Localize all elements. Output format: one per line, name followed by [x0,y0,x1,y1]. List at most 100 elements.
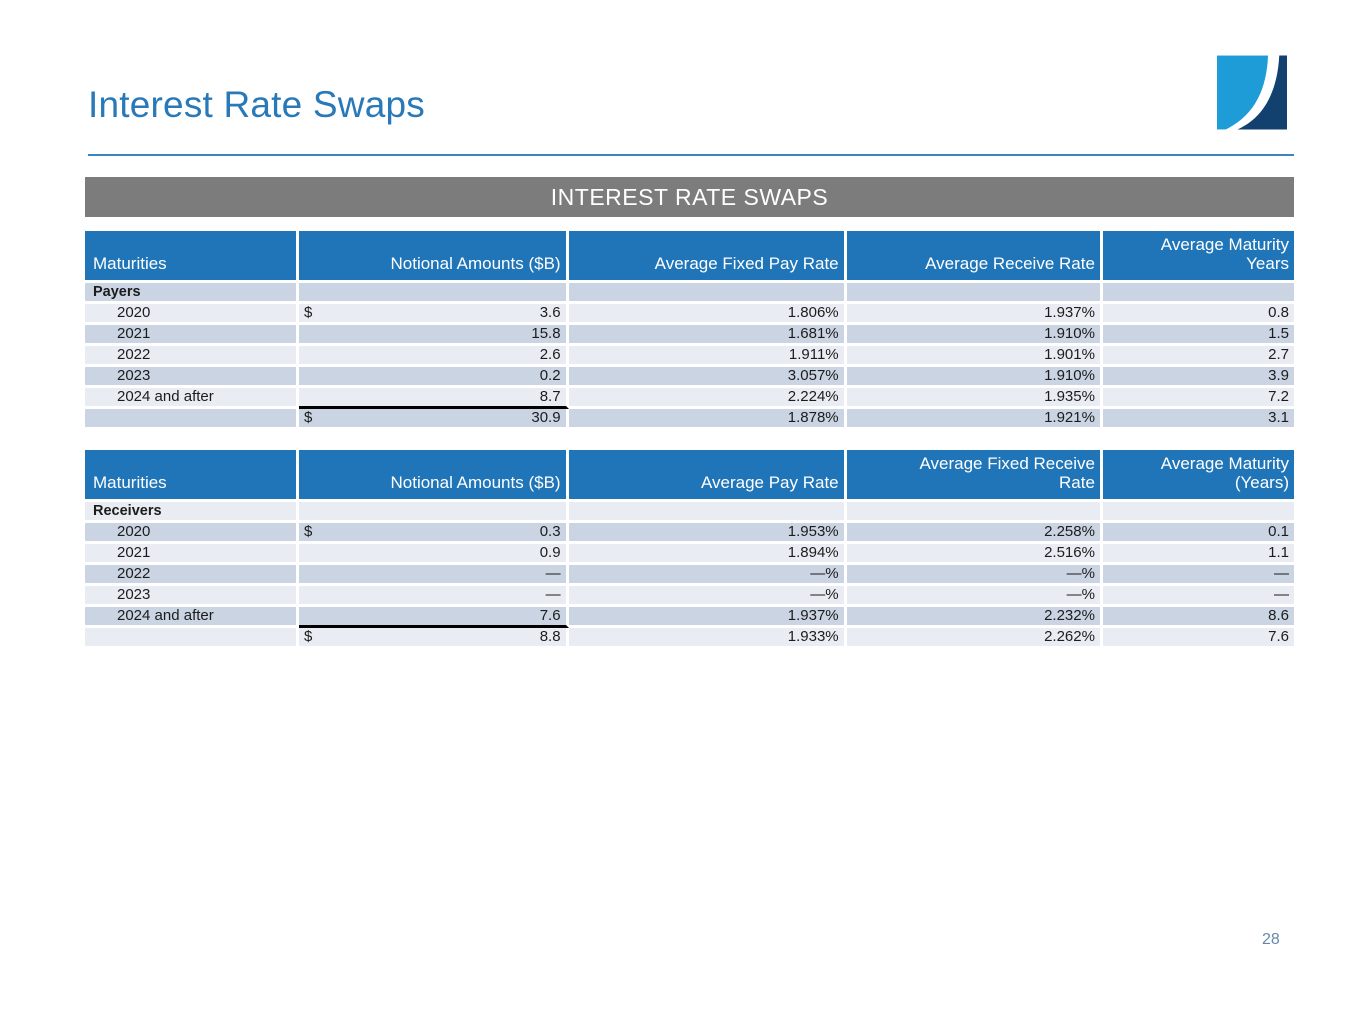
table-row: 2021 15.8 1.681% 1.910% 1.5 [85,324,1294,346]
empty-cell [1102,282,1294,304]
notional-value: 0.9 [539,544,561,562]
notional-value: 15.8 [531,325,561,343]
rate-a-cell: 1.937% [568,606,847,628]
rate-a-cell: 1.681% [568,324,847,346]
notional-amount: $0.3 [304,523,561,540]
notional-value: 7.6 [539,607,561,625]
payers-table: Maturities Notional Amounts ($B) Average… [85,231,1294,430]
avg-maturity-cell: — [1102,585,1294,607]
rate-b-cell: 1.910% [846,324,1103,346]
rate-a-cell: 3.057% [568,366,847,388]
table-row: 2024 and after 8.7 2.224% 1.935% 7.2 [85,387,1294,409]
table-row: 2023— —% —% — [85,585,1294,607]
notional-cell: $3.6 [298,303,569,325]
payers-table-header: Maturities Notional Amounts ($B) Average… [85,231,1294,283]
section-band-title: INTEREST RATE SWAPS [550,183,829,210]
empty-cell [568,282,847,304]
avg-maturity-cell: 0.8 [1102,303,1294,325]
avg-maturity-cell: 7.2 [1102,387,1294,409]
avg-maturity-cell: 3.9 [1102,366,1294,388]
col-header-avg-fixed-receive-rate: Average Fixed Receive Rate [846,450,1103,502]
title-divider [88,154,1294,156]
rate-a-cell: 1.806% [568,303,847,325]
rate-b-cell: 1.901% [846,345,1103,367]
notional-cell: $8.8 [298,627,569,649]
rate-a-cell: 1.953% [568,522,847,544]
notional-amount: 15.8 [304,325,561,343]
notional-amount: 0.9 [304,544,561,561]
notional-cell: 0.2 [298,366,569,388]
rate-a-cell: 2.224% [568,387,847,409]
col-header-avg-maturity-years: Average Maturity Years [1102,231,1294,283]
header-row: Maturities Notional Amounts ($B) Average… [85,231,1294,283]
rate-b-cell: 1.921% [846,408,1103,430]
table-row: 2023 0.2 3.057% 1.910% 3.9 [85,366,1294,388]
notional-amount: $3.6 [304,304,561,321]
notional-value: 0.3 [539,523,561,541]
notional-value: 8.8 [539,628,561,646]
notional-value: 2.6 [539,346,561,364]
table-row: 2020 $3.6 1.806% 1.937% 0.8 [85,303,1294,325]
notional-amount: — [304,586,561,603]
notional-value: 0.2 [539,367,561,385]
rate-b-cell: 2.232% [846,606,1103,628]
notional-cell: — [298,564,569,586]
notional-value: 8.7 [539,388,561,406]
maturity-cell: 2020 [85,522,299,544]
maturity-cell: 2023 [85,366,299,388]
notional-amount: 8.7 [304,388,561,405]
group-label-cell: Payers [85,282,299,304]
empty-cell [1102,501,1294,523]
maturity-cell: 2024 and after [85,387,299,409]
empty-cell [298,282,569,304]
receivers-table-header: Maturities Notional Amounts ($B) Average… [85,450,1294,502]
currency-symbol: $ [303,628,313,646]
col-header-notional-amounts: Notional Amounts ($B) [298,450,569,502]
payers-total-row: $30.9 1.878% 1.921% 3.1 [85,408,1294,430]
avg-maturity-cell: 2.7 [1102,345,1294,367]
company-logo-icon [1217,55,1287,130]
rate-b-cell: —% [846,564,1103,586]
rate-b-cell: 1.935% [846,387,1103,409]
maturity-cell: 2023 [85,585,299,607]
col-header-maturities: Maturities [85,450,299,502]
empty-cell [846,282,1103,304]
section-band: INTEREST RATE SWAPS [85,177,1294,217]
rate-b-cell: 2.516% [846,543,1103,565]
col-header-avg-receive-rate: Average Receive Rate [846,231,1103,283]
maturity-cell: 2024 and after [85,606,299,628]
rate-b-cell: 1.937% [846,303,1103,325]
notional-cell: — [298,585,569,607]
notional-amount: $8.8 [304,628,561,645]
maturity-cell [85,408,299,430]
avg-maturity-cell: 8.6 [1102,606,1294,628]
notional-cell: $30.9 [298,408,569,430]
table-row: 2022 2.6 1.911% 1.901% 2.7 [85,345,1294,367]
empty-cell [846,501,1103,523]
page-number: 28 [1262,931,1280,948]
notional-value: — [545,586,561,604]
notional-amount: — [304,565,561,582]
notional-cell: $0.3 [298,522,569,544]
notional-cell: 15.8 [298,324,569,346]
col-header-avg-pay-rate: Average Pay Rate [568,450,847,502]
notional-cell: 0.9 [298,543,569,565]
avg-maturity-cell: 7.6 [1102,627,1294,649]
maturity-cell: 2022 [85,345,299,367]
receivers-total-row: $8.8 1.933% 2.262% 7.6 [85,627,1294,649]
maturity-cell: 2022 [85,564,299,586]
header-row: Maturities Notional Amounts ($B) Average… [85,450,1294,502]
rate-b-cell: 2.262% [846,627,1103,649]
table-row: 2020 $0.3 1.953% 2.258% 0.1 [85,522,1294,544]
avg-maturity-cell: 1.5 [1102,324,1294,346]
table-row: 2021 0.9 1.894% 2.516% 1.1 [85,543,1294,565]
col-header-avg-maturity-years: Average Maturity (Years) [1102,450,1294,502]
receivers-group-row: Receivers [85,501,1294,523]
currency-symbol: $ [303,409,313,427]
col-header-avg-fixed-pay-rate: Average Fixed Pay Rate [568,231,847,283]
notional-value: 30.9 [531,409,561,427]
notional-amount: 7.6 [304,607,561,624]
payers-table-body: Payers 2020 $3.6 1.806% 1.937% 0.8 2021 15.8 1.6… [85,282,1294,430]
notional-value: — [545,565,561,583]
